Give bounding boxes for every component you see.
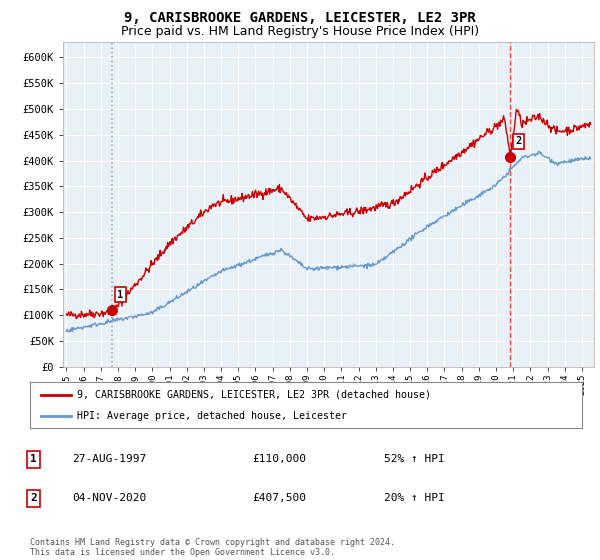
- Text: 20% ↑ HPI: 20% ↑ HPI: [384, 493, 445, 503]
- Text: Contains HM Land Registry data © Crown copyright and database right 2024.
This d: Contains HM Land Registry data © Crown c…: [30, 538, 395, 557]
- Text: HPI: Average price, detached house, Leicester: HPI: Average price, detached house, Leic…: [77, 411, 347, 421]
- Text: 1: 1: [30, 454, 37, 464]
- Text: Price paid vs. HM Land Registry's House Price Index (HPI): Price paid vs. HM Land Registry's House …: [121, 25, 479, 38]
- Text: £407,500: £407,500: [252, 493, 306, 503]
- Text: 9, CARISBROOKE GARDENS, LEICESTER, LE2 3PR (detached house): 9, CARISBROOKE GARDENS, LEICESTER, LE2 3…: [77, 390, 431, 400]
- Text: 1: 1: [117, 290, 124, 300]
- Text: 04-NOV-2020: 04-NOV-2020: [72, 493, 146, 503]
- Text: 9, CARISBROOKE GARDENS, LEICESTER, LE2 3PR: 9, CARISBROOKE GARDENS, LEICESTER, LE2 3…: [124, 11, 476, 25]
- Text: 27-AUG-1997: 27-AUG-1997: [72, 454, 146, 464]
- Text: 2: 2: [515, 137, 522, 146]
- Text: £110,000: £110,000: [252, 454, 306, 464]
- Text: 52% ↑ HPI: 52% ↑ HPI: [384, 454, 445, 464]
- Text: 2: 2: [30, 493, 37, 503]
